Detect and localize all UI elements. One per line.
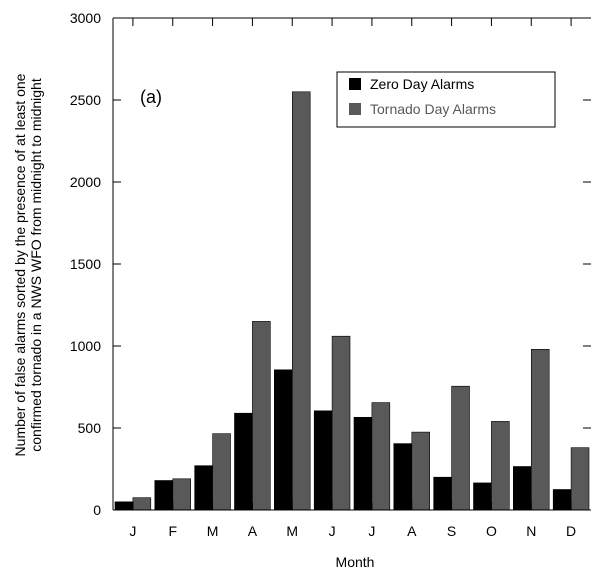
x-tick-label-11: D (566, 523, 576, 539)
bar-zero-day-3 (234, 412, 253, 511)
x-tick-label-7: A (407, 523, 417, 539)
bar-tornado-day-8 (451, 385, 470, 511)
legend-swatch-zero-day (349, 78, 361, 90)
y-tick-label-2: 1000 (70, 338, 101, 354)
bar-zero-day-0 (114, 501, 134, 511)
bar-tornado-day-4 (291, 91, 311, 511)
legend: Zero Day Alarms Tornado Day Alarms (336, 71, 556, 128)
bar-tornado-day-6 (371, 402, 391, 511)
y-tick-label-3: 1500 (70, 256, 101, 272)
bars-group (114, 91, 590, 511)
bar-zero-day-9 (473, 482, 492, 511)
bar-tornado-day-1 (172, 478, 192, 511)
bar-tornado-day-0 (132, 497, 152, 511)
y-axis-title-line-2: confirmed tornado in a NWS WFO from midn… (28, 78, 44, 452)
y-tick-label-1: 500 (78, 420, 102, 436)
bar-tornado-day-10 (530, 348, 550, 511)
bar-tornado-day-5 (331, 335, 351, 511)
bar-zero-day-4 (273, 369, 293, 511)
bar-tornado-day-11 (570, 447, 590, 511)
panel-label: (a) (140, 87, 162, 107)
y-tick-label-0: 0 (93, 502, 101, 518)
legend-label-tornado-day: Tornado Day Alarms (370, 101, 496, 117)
bar-zero-day-11 (552, 489, 572, 511)
bar-zero-day-8 (433, 476, 452, 511)
bar-zero-day-5 (313, 410, 333, 511)
x-tick-label-0: J (129, 523, 136, 539)
bar-tornado-day-7 (411, 431, 430, 511)
bar-tornado-day-3 (252, 321, 271, 511)
bar-zero-day-1 (154, 480, 174, 511)
bar-zero-day-10 (512, 466, 532, 511)
x-tick-label-10: N (526, 523, 536, 539)
legend-box (336, 71, 556, 128)
bar-zero-day-7 (393, 443, 412, 511)
x-axis-title: Month (336, 554, 375, 570)
x-tick-label-5: J (329, 523, 336, 539)
x-tick-label-4: M (286, 523, 298, 539)
y-axis-title-line-1: Number of false alarms sorted by the pre… (12, 73, 28, 456)
legend-swatch-tornado-day (349, 103, 361, 115)
bar-tornado-day-9 (491, 421, 510, 511)
ticks-group: 0 500 1000 1500 2000 2500 3000 J F M A M J J A S O N D (70, 10, 591, 539)
bar-zero-day-6 (353, 416, 373, 511)
legend-label-zero-day: Zero Day Alarms (370, 76, 474, 92)
x-tick-label-9: O (486, 523, 497, 539)
y-tick-label-4: 2000 (70, 174, 101, 190)
bar-zero-day-2 (194, 465, 213, 511)
x-tick-label-2: M (207, 523, 219, 539)
x-tick-label-6: J (368, 523, 375, 539)
x-tick-label-1: F (168, 523, 177, 539)
x-tick-label-8: S (447, 523, 456, 539)
y-tick-label-5: 2500 (70, 92, 101, 108)
bar-tornado-day-2 (212, 433, 231, 511)
y-tick-label-6: 3000 (70, 10, 101, 26)
x-tick-label-3: A (248, 523, 258, 539)
